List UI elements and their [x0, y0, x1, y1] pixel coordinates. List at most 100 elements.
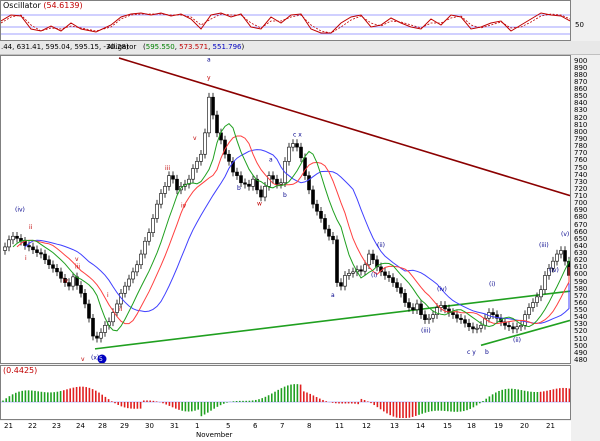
price-tick-label: 560	[574, 298, 588, 307]
candle-down	[259, 189, 263, 198]
candle-up	[7, 239, 11, 248]
oscillator-k-line	[1, 12, 570, 34]
candle-down	[211, 96, 215, 116]
wave-label: iv	[181, 203, 187, 210]
candle-up	[151, 218, 155, 233]
candle-up	[71, 276, 75, 287]
price-panel[interactable]: a y (iv) ii i iii iv v v (x) 5 ii i iii iv v c x a b w b a (i)…	[0, 55, 571, 364]
oscillator-label: Oscillator	[3, 1, 41, 10]
candle-down	[67, 282, 71, 287]
candle-down	[39, 252, 43, 255]
histogram-panel[interactable]: (0.4425)	[0, 365, 571, 420]
candle-down	[423, 314, 427, 320]
oscillator-value: (54.6139)	[43, 1, 83, 10]
date-tick-label: 24	[76, 422, 85, 430]
date-axis: 21 22 23 24 28 29 30 31 1 5 6 7 8 11 12 13 14 15 18 19 20 21 N…	[0, 421, 571, 441]
date-tick-label: 28	[98, 422, 107, 430]
price-tick-label: 740	[574, 170, 588, 179]
oscillator-panel[interactable]: Oscillator (54.6139)	[0, 0, 571, 41]
wave-label: 5	[99, 356, 103, 363]
candle-down	[467, 322, 471, 328]
price-tick-label: 700	[574, 199, 588, 208]
price-tick-label: 670	[574, 220, 588, 229]
indicator-name: Alligator	[107, 43, 137, 51]
candle-up	[207, 96, 211, 134]
candle-up	[347, 273, 351, 276]
price-tick-label: 900	[574, 56, 588, 65]
candle-up	[123, 285, 127, 294]
candle-up	[431, 314, 435, 319]
alligator-teeth-line	[16, 135, 570, 325]
wave-label: c y	[467, 349, 476, 356]
price-tick-label: 570	[574, 291, 588, 300]
candle-down	[411, 307, 415, 310]
candle-down	[303, 157, 307, 176]
candle-down	[395, 282, 399, 288]
price-tick-label: 600	[574, 270, 588, 279]
candle-down	[255, 178, 259, 191]
candle-up	[251, 178, 255, 187]
candle-down	[87, 303, 91, 319]
candle-down	[511, 326, 515, 330]
wave-label: (ii)	[513, 337, 521, 344]
candle-down	[359, 269, 363, 272]
candle-down	[227, 153, 231, 162]
alligator-lips-line	[12, 122, 570, 332]
candle-down	[323, 218, 327, 230]
candle-up	[543, 275, 547, 291]
candle-down	[451, 312, 455, 315]
ohlc-readout-bar: .44, 631.41, 595.04, 595.15, -30.28) All…	[0, 41, 600, 55]
channel-trendline	[480, 319, 570, 347]
price-tick-label: 680	[574, 213, 588, 222]
price-tick-label: 810	[574, 120, 588, 129]
candle-up	[415, 303, 419, 310]
date-tick-label: 23	[52, 422, 61, 430]
price-tick-label: 730	[574, 177, 588, 186]
candle-up	[535, 296, 539, 303]
date-tick-label: 14	[416, 422, 425, 430]
date-tick-label: 19	[494, 422, 503, 430]
wave-label: c x	[293, 131, 302, 138]
price-axis: 900 890 880 870 860 850 840 830 820 810 800 790 780 7…	[571, 55, 600, 364]
candle-down	[507, 325, 511, 328]
candle-up	[515, 326, 519, 330]
date-tick-label: 8	[307, 422, 312, 430]
candle-down	[31, 246, 35, 251]
candle-up	[523, 314, 527, 326]
candle-up	[203, 132, 207, 155]
wave-label: i	[107, 292, 109, 299]
indicator-values: (595.550, 573.571, 551.796)	[143, 43, 245, 51]
candle-down	[563, 250, 567, 262]
price-tick-label: 520	[574, 327, 588, 336]
price-tick-label: 690	[574, 206, 588, 215]
candle-up	[199, 153, 203, 162]
candle-down	[215, 114, 219, 134]
price-tick-label: 790	[574, 134, 588, 143]
price-tick-label: 500	[574, 341, 588, 350]
candle-up	[167, 175, 171, 187]
price-tick-label: 650	[574, 234, 588, 243]
candle-down	[399, 287, 403, 294]
date-tick-label: 6	[253, 422, 258, 430]
wave-label: iii	[165, 165, 170, 172]
price-tick-label: 720	[574, 184, 588, 193]
candle-up	[139, 253, 143, 266]
price-tick-label: 870	[574, 77, 588, 86]
candle-up	[159, 193, 163, 205]
candle-down	[83, 292, 87, 305]
candle-up	[279, 182, 283, 185]
date-tick-label: 29	[120, 422, 129, 430]
date-tick-label: 21	[546, 422, 555, 430]
candle-up	[555, 253, 559, 262]
wave-label: w	[257, 201, 262, 208]
candle-down	[447, 308, 451, 313]
candle-down	[331, 235, 335, 241]
candle-down	[275, 178, 279, 185]
candle-down	[391, 277, 395, 283]
candle-up	[475, 327, 479, 330]
candle-down	[311, 189, 315, 205]
price-tick-label: 840	[574, 99, 588, 108]
candle-down	[15, 235, 19, 239]
candle-down	[243, 182, 247, 185]
